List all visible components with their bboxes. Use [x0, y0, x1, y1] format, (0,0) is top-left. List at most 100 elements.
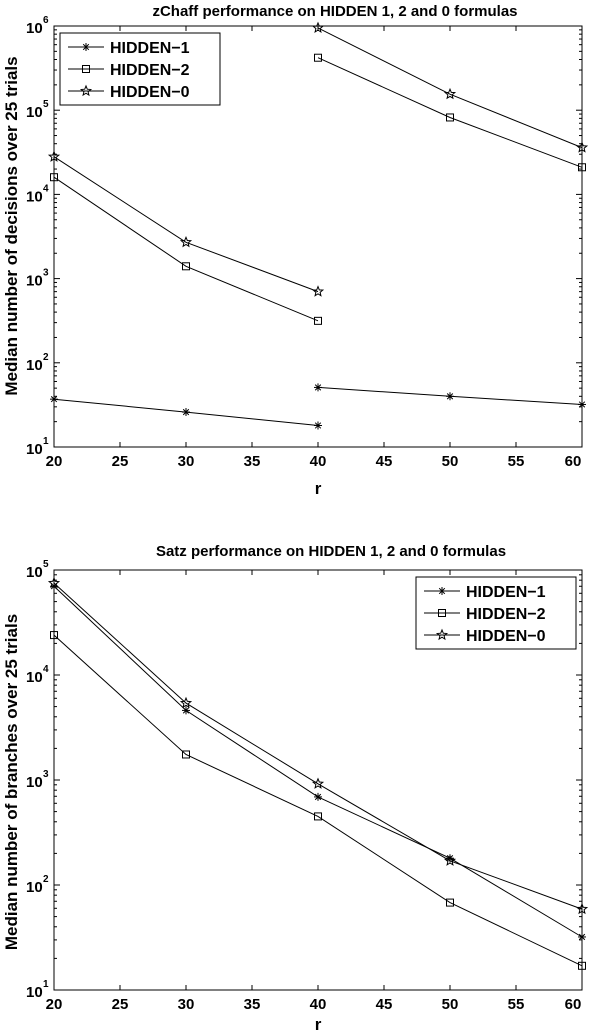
series-1	[50, 383, 586, 430]
data-point	[575, 141, 589, 153]
x-tick-label: 50	[442, 996, 459, 1013]
data-point	[182, 706, 190, 715]
data-point	[50, 395, 58, 404]
legend-marker	[82, 43, 90, 51]
series-3	[47, 576, 589, 915]
series-line	[317, 57, 583, 168]
y-tick-label: 10	[26, 774, 43, 791]
data-point	[50, 631, 58, 640]
data-point	[179, 696, 193, 709]
data-point	[578, 163, 586, 172]
x-tick-label: 35	[244, 996, 261, 1013]
data-point	[575, 902, 589, 915]
y-tick-exponent: 5	[43, 559, 49, 570]
data-point	[314, 792, 322, 801]
legend-label: HIDDEN−1	[466, 584, 546, 601]
x-tick-label: 45	[376, 996, 393, 1013]
data-point	[578, 932, 586, 941]
y-tick-label: 10	[26, 188, 43, 205]
y-tick-exponent: 2	[43, 352, 49, 363]
legend-label: HIDDEN−0	[466, 628, 546, 645]
series-line	[53, 176, 319, 322]
data-point	[443, 854, 457, 866]
chart-zchaff: zChaff performance on HIDDEN 1, 2 and 0 …	[2, 3, 589, 498]
series-line	[317, 27, 583, 149]
marker-stroke	[438, 587, 446, 595]
x-tick-label: 20	[46, 996, 63, 1013]
data-point	[179, 235, 193, 248]
y-tick-label: 10	[26, 357, 43, 374]
marker-stroke	[182, 408, 190, 416]
y-tick-label: 10	[26, 441, 43, 458]
legend-label: HIDDEN−2	[466, 606, 546, 623]
series-2	[50, 53, 586, 325]
y-tick-exponent: 1	[43, 436, 49, 447]
marker-stroke	[314, 422, 322, 429]
data-point	[182, 262, 190, 271]
data-point	[311, 777, 325, 789]
y-tick-exponent: 3	[43, 268, 49, 279]
x-tick-label: 60	[565, 453, 582, 470]
x-tick-label: 25	[112, 453, 129, 470]
series-3	[47, 21, 589, 297]
y-axis-label: Median number of decisions over 25 trial…	[2, 56, 21, 395]
x-tick-label: 55	[508, 996, 525, 1013]
y-tick-exponent: 3	[43, 769, 49, 780]
series-line	[53, 582, 583, 910]
marker-stroke	[182, 707, 190, 714]
data-point	[314, 316, 322, 325]
x-tick-label: 40	[310, 453, 327, 470]
x-tick-label: 60	[565, 996, 582, 1013]
series-line	[53, 634, 583, 967]
y-tick-label: 10	[26, 20, 43, 37]
y-tick-exponent: 2	[43, 874, 49, 885]
legend-marker	[438, 587, 446, 595]
marker-stroke	[314, 793, 322, 801]
x-tick-label: 35	[244, 453, 261, 470]
legend-marker	[82, 65, 90, 73]
series-2	[50, 631, 586, 970]
data-point	[182, 750, 190, 759]
chart-title: Satz performance on HIDDEN 1, 2 and 0 fo…	[156, 543, 506, 560]
y-tick-label: 10	[26, 879, 43, 896]
x-axis-label: r	[315, 479, 322, 498]
data-point	[47, 150, 61, 162]
data-point	[314, 53, 322, 62]
legend-marker	[435, 628, 449, 641]
y-tick-exponent: 1	[43, 979, 49, 990]
legend-label: HIDDEN−1	[110, 40, 190, 57]
legend-marker	[438, 609, 446, 617]
data-point	[578, 400, 586, 409]
data-point	[50, 173, 58, 182]
chart-satz: Satz performance on HIDDEN 1, 2 and 0 fo…	[2, 543, 589, 1032]
data-point	[446, 392, 454, 401]
marker-stroke	[578, 933, 586, 941]
legend: HIDDEN−1 HIDDEN−2 HIDDEN−0	[415, 576, 577, 650]
data-point	[311, 285, 325, 297]
x-tick-label: 55	[508, 453, 525, 470]
data-point	[446, 898, 454, 907]
x-tick-label: 40	[310, 996, 327, 1013]
data-point	[578, 961, 586, 970]
x-tick-label: 30	[178, 996, 195, 1013]
x-tick-label: 45	[376, 453, 393, 470]
data-point	[47, 576, 61, 589]
x-axis-label: r	[315, 1015, 322, 1032]
series-1	[50, 582, 586, 941]
marker-stroke	[578, 401, 586, 408]
y-axis-label: Median number of branches over 25 trials	[2, 614, 21, 950]
y-tick-label: 10	[26, 984, 43, 1001]
series-line	[53, 156, 319, 293]
legend-label: HIDDEN−0	[110, 84, 190, 101]
y-tick-label: 10	[26, 564, 43, 581]
marker-stroke	[314, 384, 322, 391]
y-tick-exponent: 4	[43, 183, 49, 194]
marker-stroke	[446, 393, 454, 400]
x-tick-label: 20	[46, 453, 63, 470]
legend: HIDDEN−1 HIDDEN−2 HIDDEN−0	[59, 32, 221, 106]
y-tick-exponent: 6	[43, 15, 49, 26]
x-tick-label: 30	[178, 453, 195, 470]
data-point	[314, 812, 322, 821]
data-point	[443, 87, 457, 100]
